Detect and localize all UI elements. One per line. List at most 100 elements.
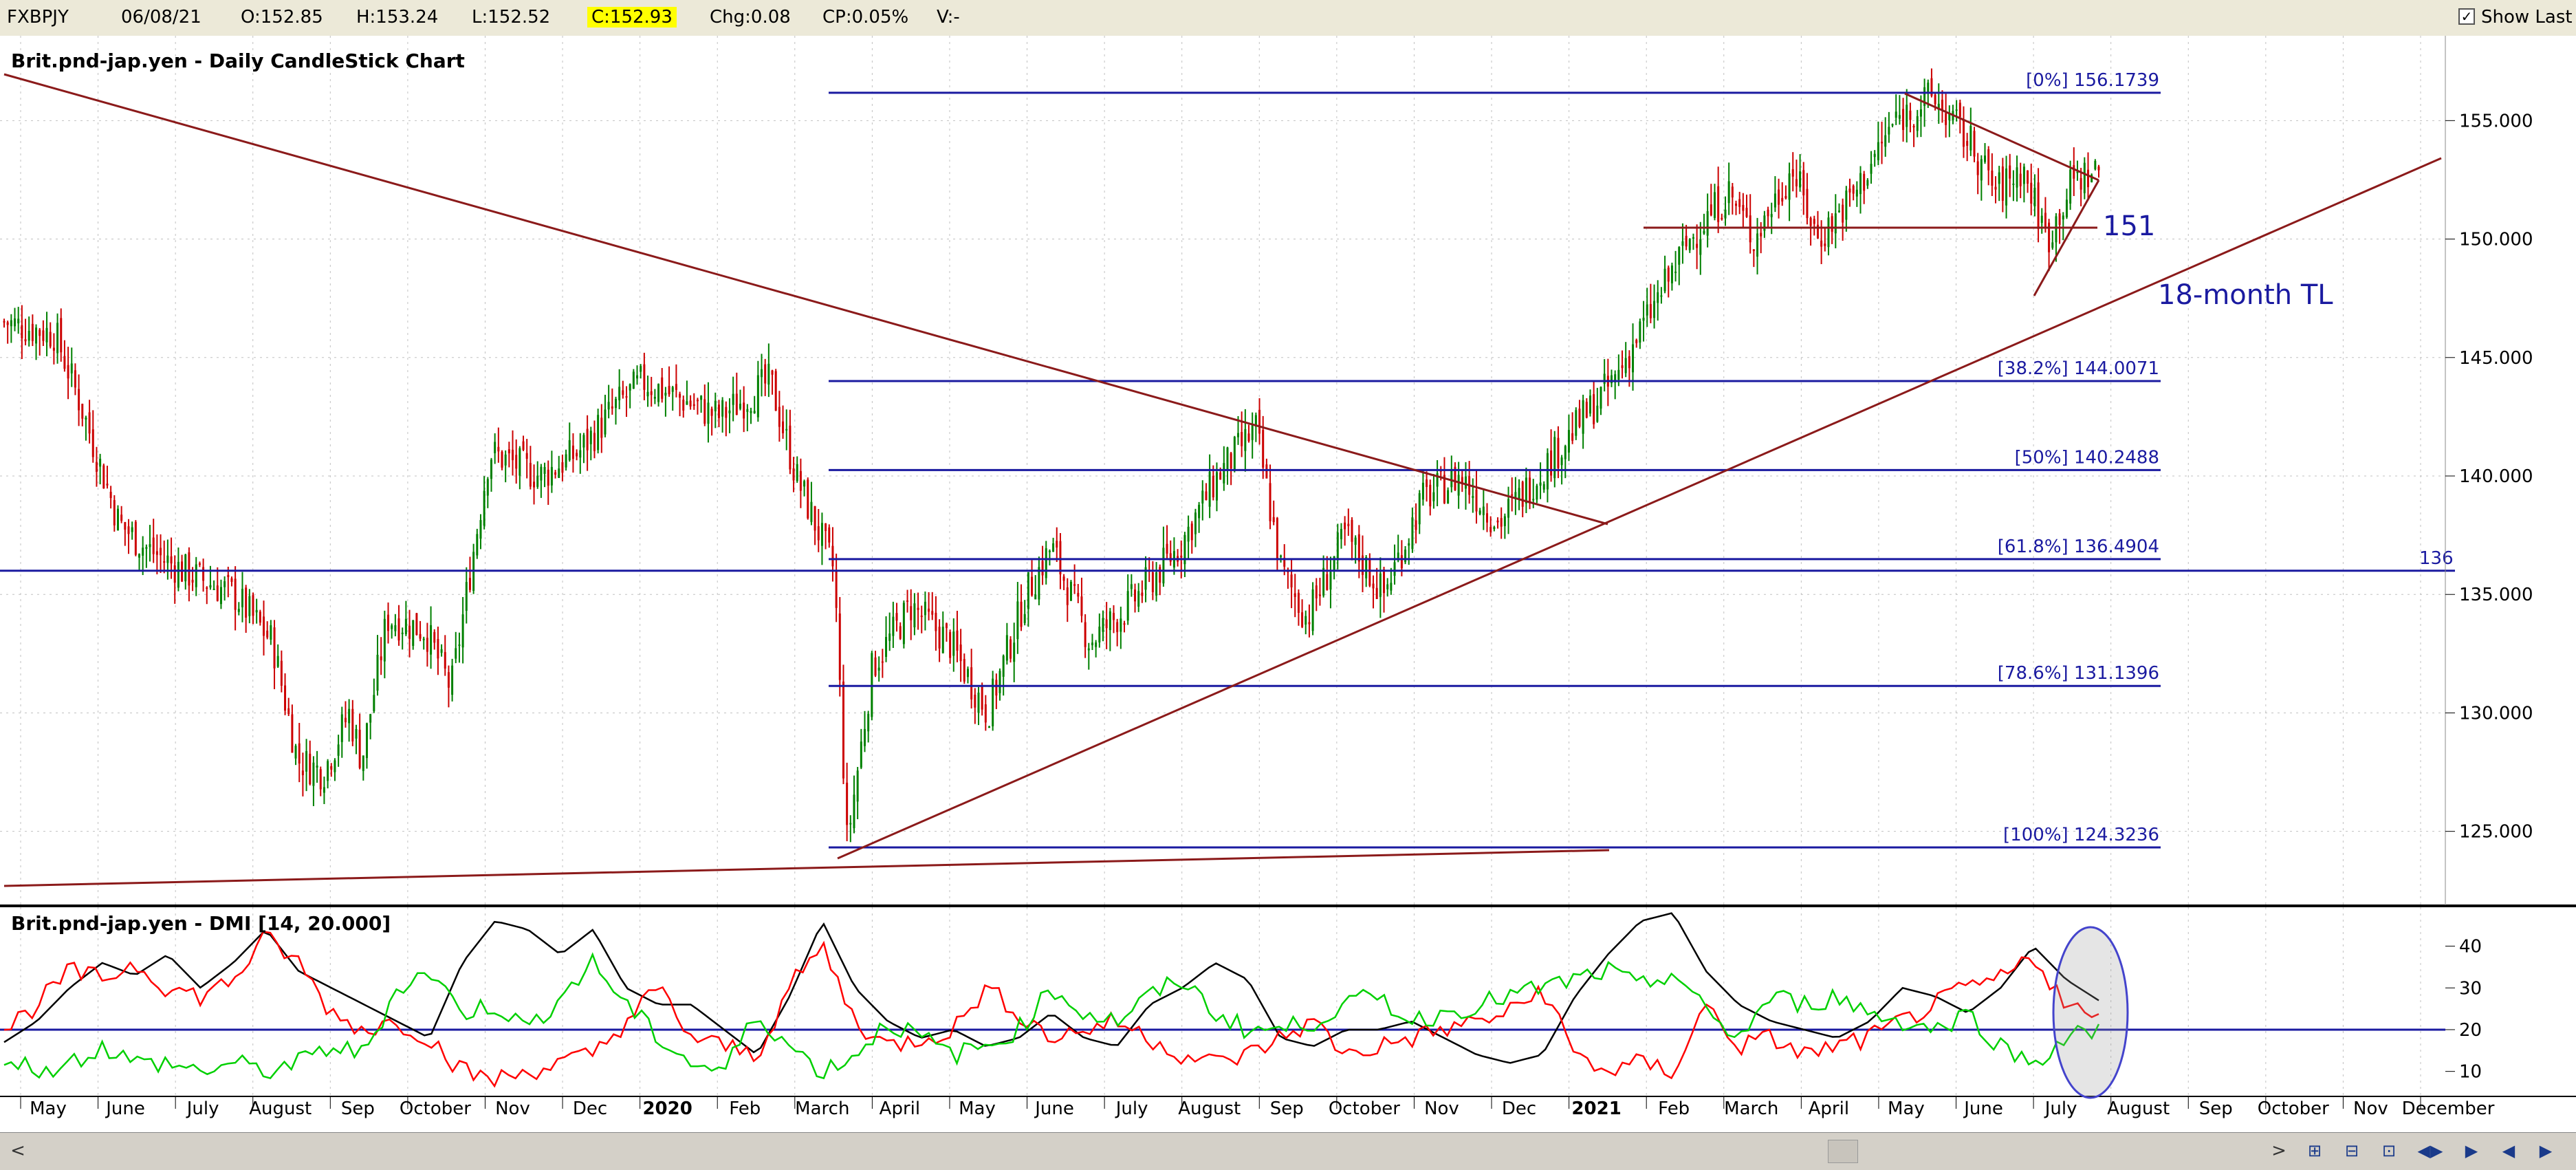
candle-body — [632, 371, 635, 389]
expand-icon[interactable]: ▶ — [2465, 1141, 2478, 1160]
candle-body — [2080, 177, 2082, 190]
time-tick-label: April — [880, 1098, 920, 1119]
candle-body — [1873, 153, 1876, 158]
scrollbar-thumb[interactable] — [1828, 1140, 1858, 1163]
open-value: O:152.85 — [241, 7, 323, 28]
candle-body — [703, 399, 706, 424]
candle-body — [1582, 400, 1584, 434]
candle-body — [2005, 169, 2008, 206]
candle-body — [298, 743, 301, 764]
zoom-out-icon[interactable]: ⊟ — [2344, 1141, 2359, 1160]
zoom-in-icon[interactable]: ⊞ — [2307, 1141, 2322, 1160]
candle-body — [589, 431, 592, 444]
candle-body — [2069, 169, 2072, 204]
candle-body — [327, 761, 329, 781]
candle-body — [160, 548, 162, 556]
candle-body — [1365, 556, 1368, 578]
candle-body — [675, 384, 677, 390]
candle-body — [522, 441, 525, 451]
candle-body — [679, 393, 681, 398]
candle-body — [1351, 519, 1353, 542]
candle-body — [1109, 611, 1111, 631]
candle-body — [2094, 160, 2097, 170]
candle-body — [1223, 463, 1225, 484]
show-last-checkbox[interactable]: ✓ — [2458, 8, 2475, 25]
scroll-left-button[interactable]: < — [10, 1140, 25, 1161]
candle-body — [131, 527, 133, 532]
candle-body — [721, 400, 724, 417]
time-tick-label: March — [795, 1098, 849, 1119]
zoom-fit-icon[interactable]: ⊡ — [2381, 1141, 2397, 1160]
candle-body — [949, 631, 952, 658]
candle-body — [1788, 173, 1791, 200]
candle-body — [604, 409, 607, 435]
candle-body — [106, 484, 109, 486]
scroll-right-button[interactable]: > — [2271, 1140, 2286, 1161]
candle-body — [270, 625, 272, 640]
candle-body — [248, 596, 251, 616]
price-tick-label: 135.000 — [2459, 585, 2533, 605]
compress-icon[interactable]: ◀▶ — [2417, 1141, 2443, 1160]
candle-body — [433, 631, 436, 643]
candle-body — [319, 769, 322, 790]
candle-body — [1898, 115, 1901, 119]
candle-body — [1290, 574, 1293, 587]
candle-body — [1667, 268, 1670, 282]
candle-body — [408, 625, 411, 639]
candle-body — [1105, 619, 1108, 629]
candle-body — [24, 339, 27, 342]
chart-area[interactable]: [0%] 156.1739 [38.2%] 144.0071 [50%] 140.2… — [0, 36, 2576, 1132]
candle-body — [1941, 100, 1943, 111]
candle-body — [568, 440, 571, 461]
candle-body — [1454, 466, 1456, 490]
candle-body — [995, 680, 998, 696]
candle-body — [1916, 116, 1919, 131]
candle-body — [1589, 396, 1591, 414]
candle-body — [1692, 237, 1694, 239]
candle-body — [1069, 581, 1072, 601]
candle-body — [842, 681, 844, 779]
step-forward-icon[interactable]: ▶ — [2539, 1141, 2553, 1160]
candle-body — [1151, 572, 1154, 592]
candle-body — [1297, 592, 1300, 614]
candle-body — [138, 554, 141, 558]
candle-body — [1596, 405, 1599, 422]
candle-body — [906, 600, 909, 603]
candle-body — [1443, 475, 1445, 503]
candle-body — [984, 704, 987, 723]
candle-body — [219, 587, 222, 605]
candle-body — [1180, 555, 1183, 558]
candle-body — [1784, 195, 1787, 199]
candle-body — [998, 671, 1001, 693]
candle-body — [767, 363, 770, 385]
candle-body — [1973, 131, 1976, 157]
step-back-icon[interactable]: ◀ — [2502, 1141, 2515, 1160]
candle-body — [817, 526, 820, 541]
candle-body — [1888, 127, 1890, 135]
candle-body — [1247, 433, 1250, 442]
candle-body — [796, 464, 798, 481]
candle-body — [1870, 164, 1873, 174]
candle-body — [625, 396, 628, 398]
candle-body — [1717, 186, 1720, 222]
candle-body — [1678, 247, 1681, 265]
candle-body — [99, 458, 102, 467]
candle-body — [1169, 553, 1172, 562]
candle-body — [6, 322, 9, 325]
candle-body — [963, 659, 965, 682]
candle-body — [2012, 183, 2015, 185]
candle-body — [1155, 572, 1158, 596]
candle-body — [622, 390, 624, 396]
candle-body — [981, 686, 983, 710]
candle-body — [2076, 171, 2079, 173]
candle-body — [1066, 587, 1069, 605]
candle-body — [764, 364, 767, 384]
candle-body — [1322, 567, 1325, 596]
adx-line — [3, 912, 2099, 1064]
candle-body — [1994, 186, 1997, 190]
candle-body — [835, 570, 838, 608]
candle-body — [877, 667, 880, 671]
candle-body — [700, 396, 703, 400]
candle-body — [81, 404, 84, 419]
candle-body — [419, 633, 422, 639]
